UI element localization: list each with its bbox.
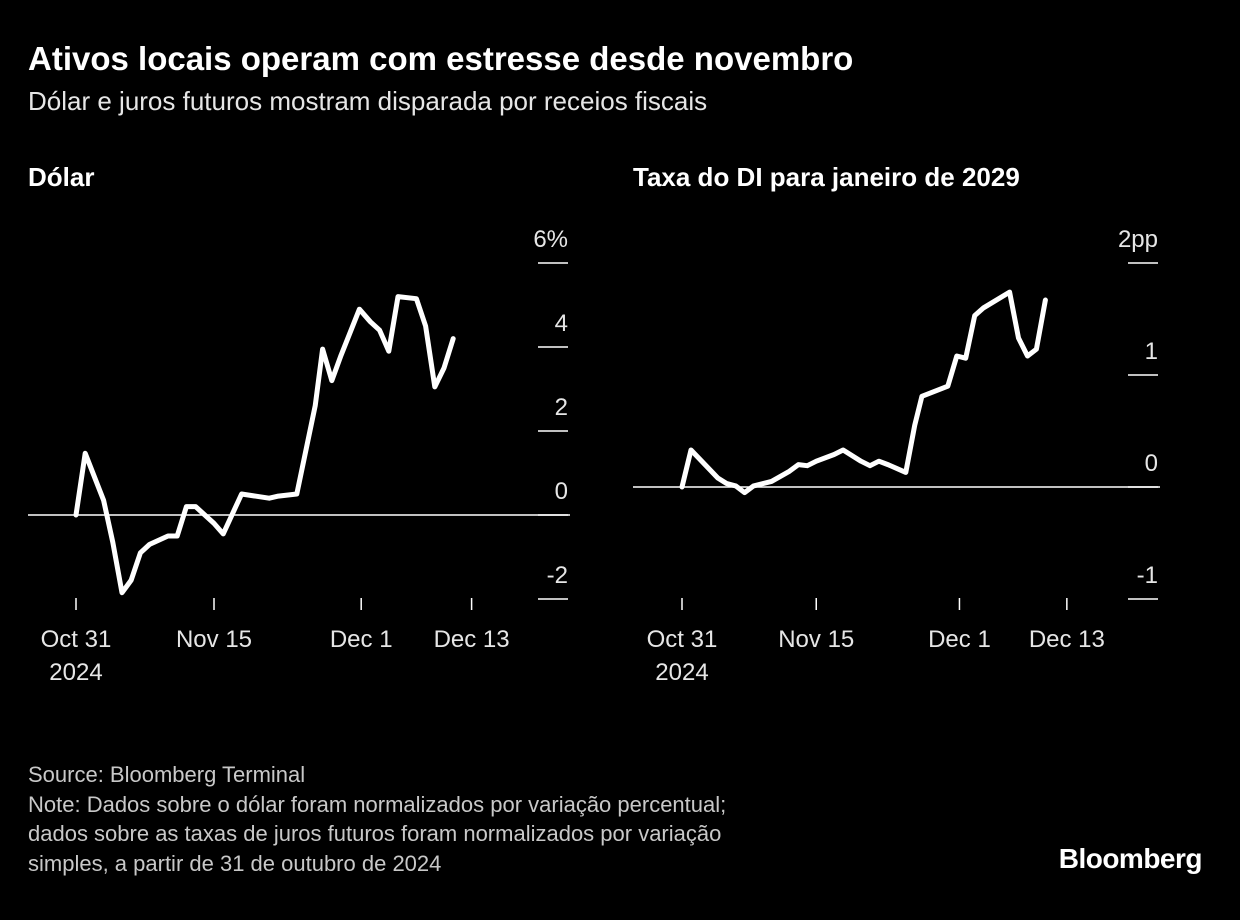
note-line-3: simples, a partir de 31 de outubro de 20… [28,850,442,876]
y-tick-label: -2 [547,562,568,589]
dolar-chart: -2 0 2 4 6% Oct 31 2024 Nov 15 Dec 1 Dec 13 [28,226,570,686]
y-tick-label: 1 [1145,338,1158,365]
bloomberg-logo: Bloomberg [1058,843,1203,874]
x-tick-label: Dec 13 [434,626,510,653]
series-line [679,289,1048,496]
y-tick-label: -1 [1137,562,1158,589]
x-tick-label: Dec 1 [928,626,991,653]
y-tick-label: 0 [1145,450,1158,477]
footer: Source: Bloomberg Terminal Note: Dados s… [28,760,726,878]
y-tick-label: 2pp [1118,226,1158,253]
y-tick-label: 4 [555,310,568,337]
x-tick-label: Dec 13 [1029,626,1105,653]
note-line-2: dados sobre as taxas de juros futuros fo… [28,821,722,846]
x-tick-sublabel: 2024 [49,659,102,686]
x-tick-label: Nov 15 [176,626,252,653]
y-tick-label: 6% [533,226,568,253]
chart-title-di: Taxa do DI para janeiro de 2029 [633,162,1020,192]
y-tick-label: 2 [555,394,568,421]
x-tick-label: Nov 15 [778,626,854,653]
x-tick-label: Oct 31 [41,626,112,653]
page-subtitle: Dólar e juros futuros mostram disparada … [28,86,708,116]
x-tick-sublabel: 2024 [655,659,708,686]
y-tick-label: 0 [555,478,568,505]
note-line-1: Note: Dados sobre o dólar foram normaliz… [28,791,727,817]
x-tick-label: Dec 1 [330,626,393,653]
series-line [73,294,456,596]
chart-title-dolar: Dólar [28,162,95,192]
page-title: Ativos locais operam com estresse desde … [28,40,854,77]
source-note: Source: Bloomberg Terminal [28,762,306,787]
x-tick-label: Oct 31 [647,626,718,653]
di-chart: -1 0 1 2pp Oct 31 2024 Nov 15 Dec 1 Dec 13 [633,226,1160,686]
